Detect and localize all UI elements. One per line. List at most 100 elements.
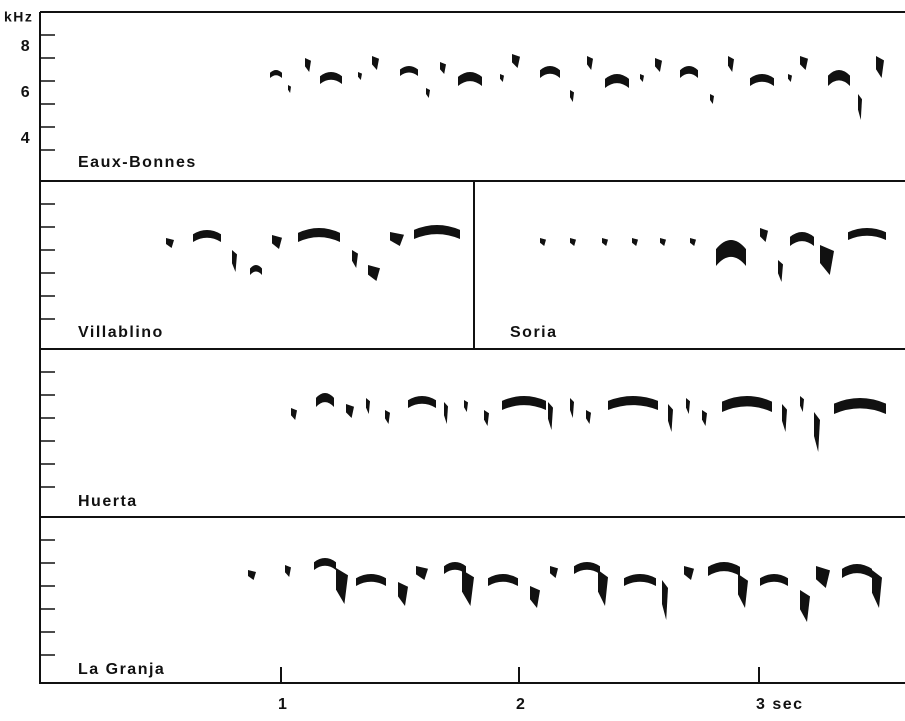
syllable: [708, 562, 740, 576]
syllable: [800, 590, 810, 622]
syllable: [548, 402, 553, 430]
syllable: [660, 238, 666, 246]
syllable: [876, 56, 884, 78]
syllable: [232, 250, 237, 272]
syllable: [166, 238, 174, 248]
syllable: [250, 265, 262, 275]
syllable: [814, 412, 820, 452]
syllable: [632, 238, 638, 246]
syllable: [272, 235, 282, 249]
syllable: [314, 558, 336, 570]
syllable: [288, 85, 291, 93]
syllable: [414, 225, 460, 239]
syllable: [598, 570, 608, 606]
syllable: [462, 570, 474, 606]
y-tick-label: 4: [21, 130, 31, 147]
syllable: [778, 260, 783, 282]
syllable: [750, 74, 774, 86]
syllable: [368, 265, 380, 281]
syllable: [800, 396, 804, 412]
syllable: [358, 72, 362, 80]
syllable: [800, 56, 808, 70]
syllable: [444, 402, 448, 424]
syllable: [372, 56, 379, 70]
syllable: [458, 72, 482, 86]
syllable: [662, 580, 668, 620]
syllable: [512, 54, 520, 68]
syllable: [872, 570, 882, 608]
syllable: [820, 245, 834, 275]
syllable: [570, 398, 574, 418]
syllable: [602, 238, 608, 246]
syllable: [336, 568, 348, 604]
panel-label: Villablino: [78, 324, 164, 341]
panel-label: La Granja: [78, 661, 165, 678]
syllable: [390, 232, 404, 246]
syllable: [502, 396, 546, 410]
syllable: [816, 566, 830, 588]
y-tick-label: 6: [21, 84, 31, 101]
syllable: [488, 574, 518, 586]
syllable: [426, 88, 430, 98]
syllable: [640, 74, 644, 82]
y-tick-label: 8: [21, 38, 31, 55]
syllable: [320, 72, 342, 84]
syllable: [722, 396, 772, 412]
syllable: [586, 410, 591, 424]
syllable: [270, 70, 282, 78]
syllable: [484, 410, 489, 426]
syllable: [400, 66, 418, 76]
syllable: [291, 408, 297, 420]
syllable: [570, 238, 576, 246]
syllable: [398, 582, 408, 606]
syllable: [316, 393, 334, 407]
syllable: [716, 240, 746, 266]
syllable: [540, 238, 546, 246]
syllable: [788, 74, 792, 82]
syllable: [464, 400, 468, 412]
x-tick-label: 2: [516, 696, 526, 713]
syllable: [624, 574, 656, 586]
syllable: [848, 228, 886, 240]
syllable: [550, 566, 558, 578]
syllable: [193, 230, 221, 242]
syllable: [760, 574, 788, 586]
syllable: [298, 228, 340, 242]
syllable: [690, 238, 696, 246]
syllable: [540, 66, 560, 78]
syllable: [684, 566, 694, 580]
syllable: [385, 410, 390, 424]
syllable: [782, 404, 787, 432]
syllable: [356, 574, 386, 586]
syllable: [570, 90, 574, 102]
x-tick-label: 3 sec: [756, 696, 804, 713]
syllable: [686, 398, 690, 414]
syllable: [828, 70, 850, 86]
syllable: [305, 58, 311, 72]
syllable: [608, 396, 658, 410]
syllable: [710, 94, 714, 104]
syllable: [530, 586, 540, 608]
panel-label: Eaux-Bonnes: [78, 154, 197, 171]
page: {"y_axis": {"unit": "kHz", "ticks": ["8"…: [0, 0, 905, 716]
syllable: [352, 250, 358, 268]
syllable: [655, 58, 662, 72]
syllable: [285, 565, 291, 577]
panel-label: Huerta: [78, 493, 138, 510]
syllable: [834, 398, 886, 414]
syllable: [760, 228, 768, 242]
syllable: [574, 562, 600, 574]
syllable: [605, 74, 629, 88]
syllable: [248, 570, 256, 580]
y-unit: kHz: [4, 9, 33, 25]
syllable: [500, 74, 504, 82]
syllable: [668, 404, 673, 432]
syllable: [842, 564, 872, 578]
syllable: [346, 404, 354, 418]
panel-label: Soria: [510, 324, 558, 341]
x-tick-label: 1: [278, 696, 288, 713]
syllable: [702, 410, 707, 426]
syllable: [790, 232, 814, 246]
syllable: [587, 56, 593, 70]
syllable: [738, 574, 748, 608]
